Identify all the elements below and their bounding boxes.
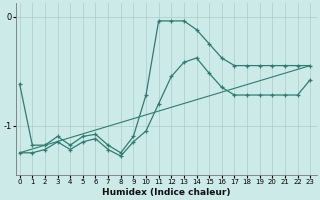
- X-axis label: Humidex (Indice chaleur): Humidex (Indice chaleur): [102, 188, 230, 197]
